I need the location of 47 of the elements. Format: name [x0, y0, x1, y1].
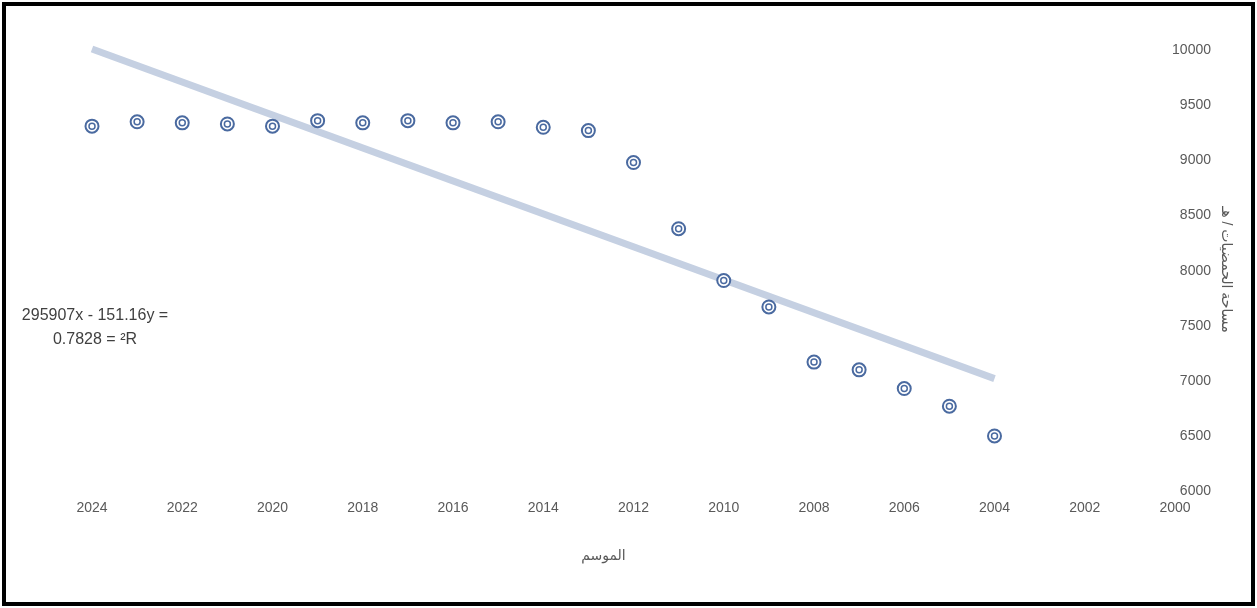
annotation: 295907x - 151.16y =	[21, 306, 169, 323]
x-tick-label: 2010	[708, 499, 740, 515]
point	[490, 114, 506, 130]
point	[987, 428, 1002, 444]
point	[174, 115, 190, 131]
y-tick-label: 7000	[1179, 371, 1212, 388]
y-tick-label: 6500	[1179, 426, 1212, 443]
y-axis-title: مساحة الحمضيات / هـ	[1219, 205, 1235, 333]
point	[941, 398, 957, 414]
point	[445, 115, 461, 131]
y-tick-label: 9500	[1179, 96, 1212, 113]
x-tick-label: 2002	[1069, 499, 1101, 515]
y-tick-label: 8500	[1179, 206, 1212, 223]
y-tick-label: 8000	[1179, 261, 1212, 278]
x-tick-label: 2014	[527, 499, 560, 515]
point	[806, 354, 822, 370]
point	[626, 155, 641, 171]
x-axis-title: الموسم	[581, 547, 626, 564]
point	[265, 118, 280, 134]
x-tick-label: 2000	[1159, 499, 1191, 515]
x-tick-label: 2022	[166, 499, 199, 515]
x-tick-label: 2008	[798, 499, 830, 515]
point	[355, 115, 371, 131]
x-tick-label: 2004	[978, 499, 1011, 515]
point	[761, 299, 777, 315]
y-tick-label: 7500	[1179, 316, 1212, 333]
x-tick-label: 2018	[347, 499, 379, 515]
point	[580, 123, 596, 139]
y-tick-label: 6000	[1179, 482, 1212, 498]
point	[851, 362, 867, 378]
point	[400, 113, 416, 129]
point	[716, 273, 732, 289]
x-tick-label: 2020	[256, 499, 289, 515]
point	[535, 119, 551, 135]
point	[219, 116, 235, 132]
y-tick-label: 10000	[1172, 41, 1212, 57]
point	[129, 114, 145, 130]
annotation: 0.7828 = ²R	[52, 330, 138, 347]
point	[84, 118, 100, 134]
x-tick-label: 2006	[888, 499, 921, 515]
x-tick-label: 2024	[76, 499, 108, 515]
y-tick-label: 9000	[1179, 151, 1212, 168]
point	[310, 113, 326, 129]
point	[896, 381, 912, 397]
x-tick-label: 2016	[437, 499, 469, 515]
x-tick-label: 2012	[617, 499, 650, 515]
point	[671, 221, 687, 237]
